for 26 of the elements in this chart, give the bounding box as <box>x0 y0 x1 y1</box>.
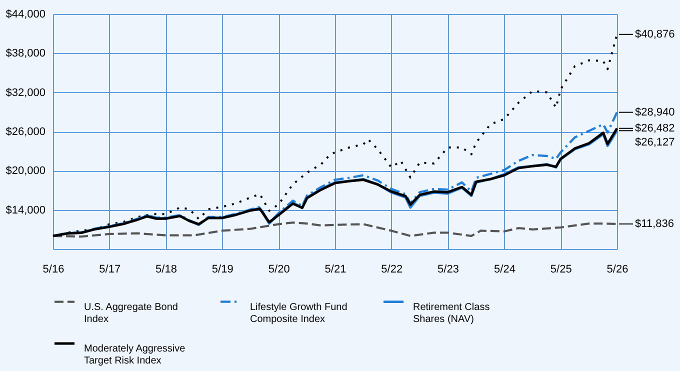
annotation: $26,482 <box>635 122 675 134</box>
y-tick-label: $32,000 <box>6 86 46 99</box>
x-tick-label: 5/18 <box>156 264 177 276</box>
x-tick-label: 5/19 <box>212 264 234 276</box>
x-tick-label: 5/24 <box>494 264 516 276</box>
legend-label: U.S. Aggregate Bond Index <box>84 302 178 325</box>
x-tick-label: 5/26 <box>606 264 628 276</box>
y-tick-label: $38,000 <box>6 48 46 60</box>
y-tick-label: $14,000 <box>6 204 46 216</box>
x-tick-label: 5/25 <box>550 264 572 276</box>
x-tick-label: 5/23 <box>438 264 459 276</box>
annotation: $28,940 <box>635 106 675 118</box>
legend-label: Moderately Aggressive Target Risk Index <box>84 344 186 366</box>
legend-label: Lifestyle Growth Fund Composite Index <box>250 302 348 325</box>
x-tick-label: 5/21 <box>324 264 346 276</box>
legend-label: Retirement Class Shares (NAV) <box>413 302 490 325</box>
y-tick-label: $20,000 <box>6 165 46 178</box>
annotation: $26,127 <box>635 136 675 148</box>
x-tick-label: 5/16 <box>42 264 64 276</box>
x-tick-label: 5/22 <box>381 264 403 276</box>
annotation: $40,876 <box>635 28 675 40</box>
y-tick-label: $44,000 <box>6 8 46 20</box>
x-tick-label: 5/20 <box>268 264 290 276</box>
x-tick-label: 5/17 <box>99 264 121 276</box>
annotation: $11,836 <box>635 218 674 230</box>
y-tick-label: $26,000 <box>6 126 46 138</box>
